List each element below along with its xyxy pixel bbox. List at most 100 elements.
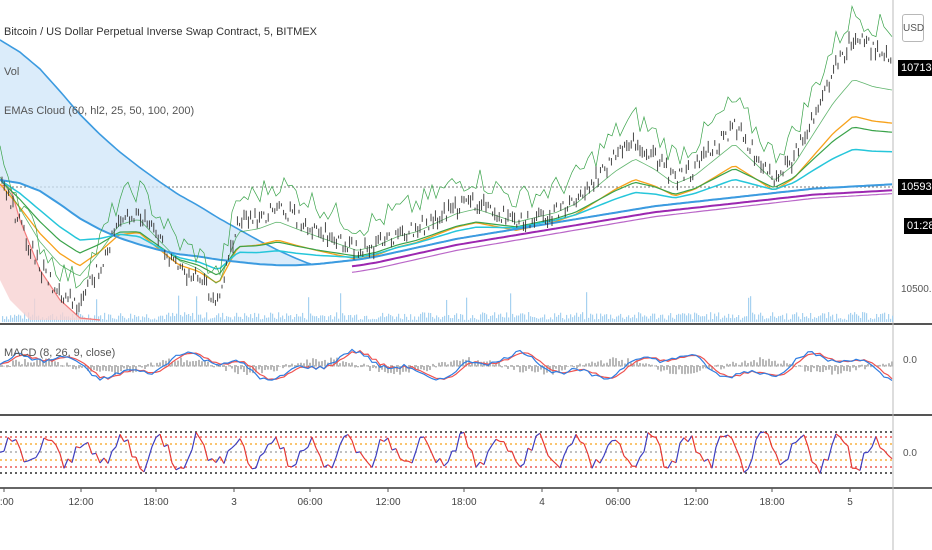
oscillator-segment [575, 434, 581, 442]
macd-hist-bar [807, 366, 809, 371]
oscillator-segment [39, 437, 45, 451]
oscillator-segment [167, 444, 173, 464]
volume-bar [684, 313, 686, 322]
macd-hist-bar [798, 365, 800, 367]
oscillator-segment [75, 446, 81, 449]
volume-bar [636, 318, 638, 322]
volume-bar [838, 318, 840, 322]
macd-hist-bar [495, 364, 497, 367]
oscillator-segment [3, 437, 9, 452]
macd-zero-label: 0.0 [903, 355, 917, 366]
volume-bar [856, 314, 858, 322]
oscillator-segment [759, 431, 765, 434]
volume-bar [424, 312, 426, 322]
volume-bar [256, 316, 258, 322]
macd-hist-bar [834, 366, 836, 371]
oscillator-segment [847, 445, 853, 469]
oscillator-segment [239, 438, 245, 447]
macd-hist-bar [300, 362, 302, 367]
oscillator-segment [123, 439, 129, 443]
volume-bar [342, 313, 344, 322]
macd-signal-line [0, 349, 893, 381]
volume-bar [386, 316, 388, 322]
macd-hist-bar [882, 363, 884, 367]
volume-indicator-label[interactable]: Vol [4, 66, 20, 78]
volume-bar [190, 315, 192, 322]
volume-bar [662, 314, 664, 322]
volume-bar [296, 313, 298, 322]
volume-bar [652, 313, 654, 322]
oscillator-segment [591, 459, 597, 469]
volume-bar [594, 319, 596, 322]
bar-countdown-tag: 01:28 [904, 218, 932, 234]
macd-hist-bar [639, 363, 641, 367]
volume-bar [688, 313, 690, 322]
volume-bar [308, 297, 310, 322]
oscillator-segment [435, 457, 441, 464]
oscillator-segment [23, 460, 29, 463]
macd-indicator-label[interactable]: MACD (8, 26, 9, close) [4, 347, 116, 359]
volume-bar [674, 318, 676, 322]
volume-bar [196, 296, 198, 322]
oscillator-segment [343, 433, 349, 438]
volume-bar [522, 313, 524, 322]
time-tick-label: 3 [231, 497, 237, 508]
macd-hist-bar [690, 366, 692, 374]
macd-hist-bar [591, 361, 593, 367]
macd-hist-bar [387, 366, 389, 374]
volume-bar [512, 313, 514, 322]
macd-hist-bar [687, 366, 689, 374]
volume-bar [686, 315, 688, 322]
macd-hist-bar [306, 359, 308, 367]
macd-hist-bar [390, 366, 392, 373]
macd-hist-bar [237, 366, 239, 375]
volume-bar [502, 316, 504, 322]
oscillator-segment [55, 444, 61, 454]
volume-bar [24, 312, 26, 322]
oscillator-segment [107, 451, 113, 464]
macd-hist-bar [27, 362, 29, 367]
volume-bar [242, 318, 244, 322]
oscillator-segment [263, 444, 269, 454]
volume-bar [224, 319, 226, 322]
macd-hist-bar [648, 364, 650, 367]
macd-hist-bar [345, 362, 347, 367]
volume-bar [150, 319, 152, 322]
volume-bar [748, 297, 750, 322]
volume-bar [372, 318, 374, 322]
ema-cloud-indicator-label[interactable]: EMAs Cloud (60, hl2, 25, 50, 100, 200) [4, 105, 195, 117]
macd-hist-bar [96, 366, 98, 371]
oscillator-segment [707, 458, 713, 469]
volume-bar [288, 315, 290, 322]
volume-bar [732, 314, 734, 322]
volume-bar [480, 314, 482, 322]
volume-bar [338, 318, 340, 322]
macd-hist-bar [141, 366, 143, 368]
oscillator-segment [883, 449, 889, 456]
macd-hist-bar [540, 366, 542, 370]
volume-bar [402, 319, 404, 322]
volume-bar [474, 317, 476, 322]
volume-bar [778, 316, 780, 322]
volume-bar [44, 319, 46, 322]
volume-bar [410, 314, 412, 322]
macd-hist-bar [414, 366, 416, 370]
macd-hist-bar [183, 362, 185, 367]
macd-hist-bar [21, 364, 23, 367]
oscillator-segment [303, 446, 309, 451]
macd-hist-bar [492, 364, 494, 367]
macd-hist-bar [369, 366, 371, 371]
macd-hist-bar [837, 366, 839, 375]
currency-button[interactable]: USD [902, 14, 924, 42]
macd-hist-bar [786, 363, 788, 367]
volume-bar [568, 318, 570, 322]
macd-hist-bar [666, 366, 668, 370]
macd-hist-bar [111, 366, 113, 372]
oscillator-segment [607, 440, 613, 446]
volume-bar [206, 312, 208, 322]
volume-bar [822, 313, 824, 322]
volume-bar [148, 317, 150, 322]
oscillator-segment [15, 439, 21, 449]
